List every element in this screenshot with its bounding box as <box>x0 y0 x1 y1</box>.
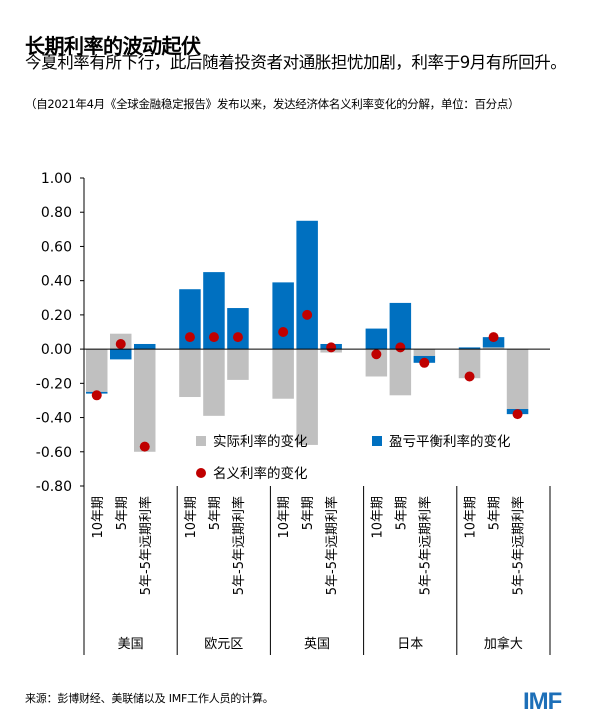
dot-nominal-rate <box>139 441 150 452</box>
bar-breakeven-rate <box>227 308 249 350</box>
dot-nominal-rate <box>208 332 219 343</box>
bar-real-rate <box>365 349 388 377</box>
legend-swatch-breakeven <box>372 436 382 446</box>
dot-nominal-rate <box>512 409 523 420</box>
dot-nominal-rate <box>115 338 126 349</box>
y-tick-label: 0.80 <box>41 205 72 221</box>
group-label: 加拿大 <box>484 636 523 652</box>
dot-nominal-rate <box>184 332 195 343</box>
bar-real-rate <box>458 349 481 379</box>
bar-breakeven-rate <box>482 337 505 348</box>
chart-subtitle: 今夏利率有所下行，此后随着投资者对通胀担忧加剧，利率于9月有所回升。 <box>25 53 567 72</box>
bar-breakeven-rate <box>365 328 388 350</box>
x-category-label: 10年期 <box>464 496 479 539</box>
bar-breakeven-rate <box>272 282 294 350</box>
group-label: 日本 <box>397 637 423 652</box>
dot-nominal-rate <box>91 390 102 401</box>
y-tick-label: -0.80 <box>36 479 72 495</box>
bar-real-rate <box>296 349 318 445</box>
bar-real-rate <box>227 349 249 380</box>
x-category-label: 5年-5年远期利率 <box>511 496 527 595</box>
dot-nominal-rate <box>302 309 313 320</box>
x-category-label: 5年期 <box>115 496 130 530</box>
bar-real-rate <box>413 349 436 356</box>
bar-real-rate <box>86 349 108 392</box>
x-category-label: 5年-5年远期利率 <box>138 496 154 595</box>
dot-nominal-rate <box>395 342 406 353</box>
bar-real-rate <box>203 349 225 416</box>
x-category-label: 10年期 <box>184 496 199 539</box>
x-category-label: 10年期 <box>91 496 106 539</box>
x-category-label: 5年-5年远期利率 <box>417 496 433 595</box>
x-category-label: 5年期 <box>488 496 503 530</box>
legend-label-real: 实际利率的变化 <box>213 433 308 450</box>
imf-logo: IMF <box>523 688 562 715</box>
group-label: 美国 <box>118 637 144 652</box>
y-tick-label: -0.20 <box>36 376 72 392</box>
bar-breakeven-rate <box>458 347 481 350</box>
y-tick-label: 0.00 <box>41 342 72 358</box>
y-tick-label: -0.40 <box>36 411 72 427</box>
x-category-label: 5年-5年远期利率 <box>324 496 340 595</box>
bar-breakeven-rate <box>203 272 225 350</box>
x-category-label: 5年期 <box>208 496 223 530</box>
legend-label-nominal: 名义利率的变化 <box>213 465 308 482</box>
dot-nominal-rate <box>326 342 337 353</box>
y-tick-label: 0.20 <box>41 308 72 324</box>
dot-nominal-rate <box>278 327 289 337</box>
bar-breakeven-rate <box>389 302 412 350</box>
bar-real-rate <box>506 349 529 409</box>
chart-note: （自2021年4月《全球金融稳定报告》发布以来，发达经济体名义利率变化的分解，单… <box>25 97 520 111</box>
dot-nominal-rate <box>419 357 430 368</box>
bar-breakeven-rate <box>134 343 156 350</box>
y-tick-label: 0.40 <box>41 274 72 290</box>
legend-swatch-nominal <box>196 468 206 478</box>
dot-nominal-rate <box>371 349 382 360</box>
dot-nominal-rate <box>464 371 475 382</box>
legend-label-breakeven: 盈亏平衡利率的变化 <box>389 433 511 450</box>
bar-breakeven-rate <box>296 220 318 350</box>
bar-real-rate <box>389 349 412 396</box>
bar-breakeven-rate <box>110 349 132 360</box>
bar-real-rate <box>179 349 201 398</box>
source-note: 来源：彭博财经、美联储以及 IMF工作人员的计算。 <box>25 692 274 705</box>
dot-nominal-rate <box>488 332 499 343</box>
x-category-label: 10年期 <box>277 496 292 539</box>
x-category-label: 5年期 <box>394 496 409 530</box>
y-tick-label: 1.00 <box>41 171 72 187</box>
bar-real-rate <box>134 349 156 452</box>
y-tick-label: -0.60 <box>36 445 72 461</box>
y-tick-label: 0.60 <box>41 239 72 255</box>
bar-real-rate <box>482 347 505 350</box>
legend-swatch-real <box>196 436 206 446</box>
bar-breakeven-rate <box>179 289 201 350</box>
group-label: 英国 <box>304 637 330 652</box>
x-category-label: 10年期 <box>370 496 385 539</box>
x-category-label: 5年-5年远期利率 <box>231 496 247 595</box>
group-label: 欧元区 <box>204 637 243 652</box>
bar-real-rate <box>272 349 294 399</box>
chart-title: 长期利率的波动起伏 <box>25 34 201 58</box>
dot-nominal-rate <box>232 332 243 343</box>
x-category-label: 5年期 <box>301 496 316 530</box>
